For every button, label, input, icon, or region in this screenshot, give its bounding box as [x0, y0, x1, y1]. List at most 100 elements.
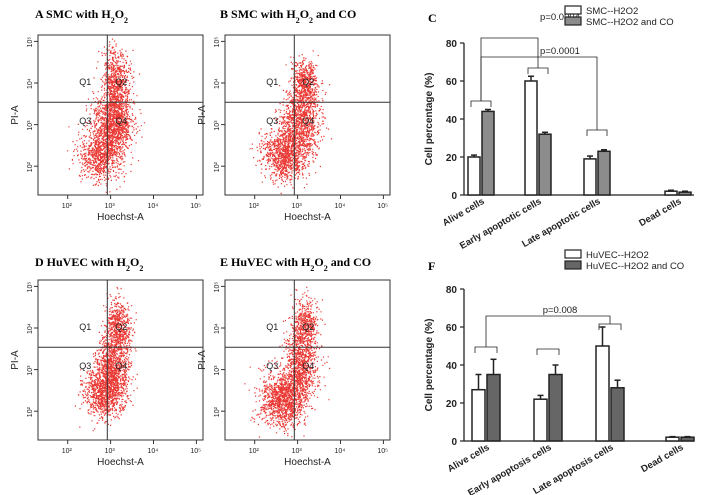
y-tick-label: 10⁵: [214, 282, 221, 293]
category-label: Alive cells: [441, 196, 487, 229]
x-tick-label: 10⁴: [335, 203, 346, 210]
y-tick-label: 80: [446, 285, 458, 296]
quadrant-label-q3: Q3: [266, 116, 278, 126]
bar: [486, 373, 501, 442]
bar: [467, 156, 481, 196]
pair-bracket: [527, 67, 549, 74]
y-tick-label: 10²: [214, 161, 221, 172]
y-tick-label: 60: [446, 323, 458, 334]
panel-letter: F: [428, 259, 435, 273]
title-part: 2: [124, 16, 128, 25]
title-part: E: [220, 255, 228, 269]
y-axis-label: Cell percentage (%): [424, 319, 435, 412]
bar: [680, 436, 695, 442]
quadrant-label-q1: Q1: [266, 77, 278, 87]
plot-frame: [37, 279, 204, 441]
x-tick-label: 10³: [105, 203, 116, 210]
quadrant-label-q1: Q1: [266, 322, 278, 332]
x-tick-label: 10³: [105, 448, 116, 455]
quadrant-label-q2: Q2: [302, 322, 314, 332]
title-part: 2: [296, 16, 300, 25]
title-part: and CO: [313, 7, 356, 21]
x-tick-label: 10²: [62, 448, 73, 455]
x-tick-label: 10²: [249, 448, 260, 455]
bar: [664, 190, 678, 196]
y-axis-label: PI-A: [10, 350, 21, 370]
event-dots: [66, 38, 146, 193]
title-part: D: [35, 255, 44, 269]
y-tick-label: 0: [451, 191, 457, 202]
bar: [548, 373, 563, 442]
title-part: B: [220, 7, 228, 21]
quadrant-label-q4: Q4: [115, 361, 127, 371]
panel-title: D HuVEC with H2O2: [35, 255, 143, 273]
pair-bracket: [586, 129, 608, 136]
scatter-cloud: [249, 50, 333, 194]
quadrant-label-q4: Q4: [115, 116, 127, 126]
legend-label: HuVEC--H2O2 and CO: [586, 261, 684, 272]
title-part: A: [35, 7, 44, 21]
y-tick-label: 10⁴: [214, 78, 221, 89]
significance-bracket: [485, 315, 611, 347]
bar: [533, 398, 548, 442]
y-axis-label: PI-A: [197, 105, 208, 125]
title-part: 2: [309, 16, 313, 25]
legend-swatch: [564, 260, 582, 270]
pair-bracket: [470, 100, 492, 107]
y-tick-label: 10⁴: [27, 323, 34, 334]
bar: [678, 191, 692, 196]
bar: [583, 158, 597, 196]
p-value-label: p=0.008: [543, 305, 578, 316]
title-part: SMC with H: [231, 7, 296, 21]
y-tick-label: 10³: [214, 120, 221, 131]
x-tick-label: 10⁵: [190, 203, 201, 210]
y-tick-label: 10²: [27, 161, 34, 172]
title-part: and CO: [328, 255, 371, 269]
y-tick-label: 40: [446, 115, 458, 126]
x-axis-label: Hoechst-A: [97, 457, 144, 468]
legend-swatch: [564, 5, 582, 15]
y-tick-label: 10³: [27, 120, 34, 131]
title-part: HuVEC with H: [231, 255, 311, 269]
y-tick-label: 10⁴: [214, 323, 221, 334]
x-axis-label: Hoechst-A: [284, 457, 331, 468]
p-value-label: p=0.0001: [540, 46, 580, 57]
y-tick-label: 40: [446, 361, 458, 372]
bar-chart-c: C 0 20 40 60 80 Cell percentage (%) Alive cells…: [424, 5, 694, 252]
y-axis-label: Cell percentage (%): [424, 73, 435, 166]
quadrant-label-q2: Q2: [115, 77, 127, 87]
y-tick-label: 20: [446, 399, 458, 410]
y-tick-label: 60: [446, 77, 458, 88]
legend-label: SMC--H2O2 and CO: [586, 17, 674, 28]
category-label: Dead cells: [639, 442, 685, 475]
bar: [538, 133, 552, 196]
panel-title: E HuVEC with H2O2 and CO: [220, 255, 371, 273]
legend-swatch: [564, 16, 582, 26]
pair-bracket: [536, 348, 560, 355]
legend-label: SMC--H2O2: [586, 6, 638, 17]
x-axis-label: Hoechst-A: [284, 212, 331, 223]
legend-swatch: [564, 249, 582, 259]
x-tick-label: 10³: [292, 448, 303, 455]
y-tick-label: 10⁴: [27, 78, 34, 89]
x-tick-label: 10²: [249, 203, 260, 210]
panel-title: A SMC with H2O2: [35, 7, 128, 25]
event-dots: [249, 50, 333, 194]
y-tick-label: 10²: [27, 406, 34, 417]
bar: [524, 80, 538, 196]
x-tick-label: 10⁵: [377, 448, 388, 455]
plot-frame: [224, 279, 391, 441]
event-dots: [244, 286, 331, 438]
quadrant-label-q3: Q3: [79, 361, 91, 371]
x-tick-label: 10⁵: [377, 203, 388, 210]
title-part: HuVEC with H: [47, 255, 127, 269]
bar: [610, 387, 625, 442]
title-part: O: [130, 255, 139, 269]
category-label: Dead cells: [637, 196, 683, 229]
y-tick-label: 10³: [214, 365, 221, 376]
y-tick-label: 10²: [214, 406, 221, 417]
legend-label: HuVEC--H2O2: [586, 250, 649, 261]
